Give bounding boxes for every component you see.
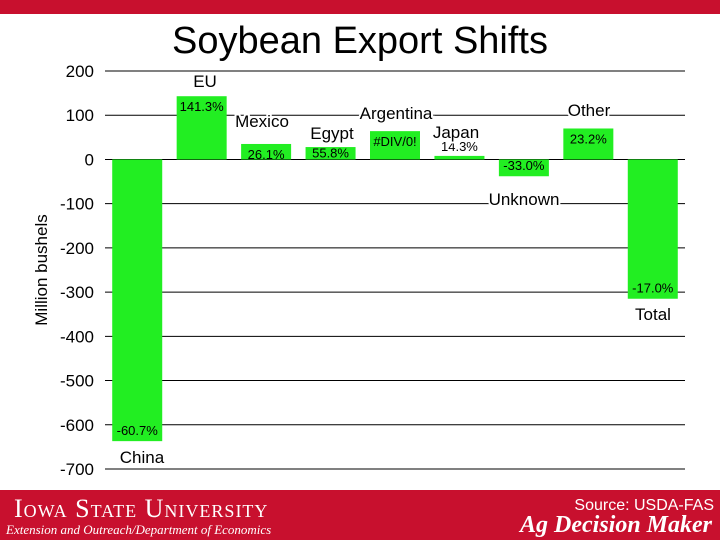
bar-mexico [241,143,292,160]
percent-label: 23.2% [570,131,607,146]
category-label: EU [193,72,217,91]
waterfall-chart: 200 100 0 -100 -200 -300 -400 -500 -600 -700 Mill… [32,62,685,479]
percent-label: #DIV/0! [373,134,416,149]
source-note: Source: USDA-FAS [574,497,714,514]
percent-label: -33.0% [503,158,545,173]
bar-japan [434,155,485,160]
category-label: Egypt [310,124,354,143]
y-tick-label: -100 [60,195,94,214]
top-banner [0,0,720,14]
bar-egypt [305,147,356,160]
percent-label: 26.1% [248,147,285,162]
bar-other [563,128,614,160]
y-tick-label: -300 [60,283,94,302]
category-label: Japan [433,123,479,142]
department-name: Extension and Outreach/Department of Eco… [6,522,272,537]
category-label: Other [568,101,611,120]
category-label: Total [635,305,671,324]
y-tick-label: -700 [60,460,94,479]
percent-label: -17.0% [632,281,674,296]
percent-label: 55.8% [312,145,349,160]
y-tick-label: 0 [85,150,94,169]
bar-total [627,159,678,299]
y-tick-label: -200 [60,239,94,258]
bars [112,96,678,442]
y-tick-label: 200 [66,62,94,81]
percent-label: 141.3% [180,99,225,114]
y-axis-label: Million bushels [32,214,51,326]
bar-unknown [498,159,549,177]
y-tick-label: 100 [66,106,94,125]
percent-label: -60.7% [117,423,159,438]
category-label: Mexico [235,112,289,131]
category-label: China [120,448,165,467]
y-tick-label: -500 [60,372,94,391]
brand-name: Ag Decision Maker [520,512,712,538]
university-name: Iowa State University [14,494,269,523]
category-label: Argentina [360,104,433,123]
bar-argentina [370,131,420,160]
bar-china [112,159,163,442]
grid-lines [105,70,685,470]
footer-bar [0,490,720,540]
chart-title: Soybean Export Shifts [172,20,548,62]
percent-labels: -60.7% 141.3% 26.1% 55.8% #DIV/0! 14.3% -33.0%… [117,99,674,438]
y-tick-label: -400 [60,327,94,346]
percent-label: 14.3% [441,139,478,154]
category-label: Unknown [489,190,560,209]
y-tick-labels: 200 100 0 -100 -200 -300 -400 -500 -600 -700 [60,62,94,479]
bar-eu [176,96,227,160]
y-tick-label: -600 [60,416,94,435]
